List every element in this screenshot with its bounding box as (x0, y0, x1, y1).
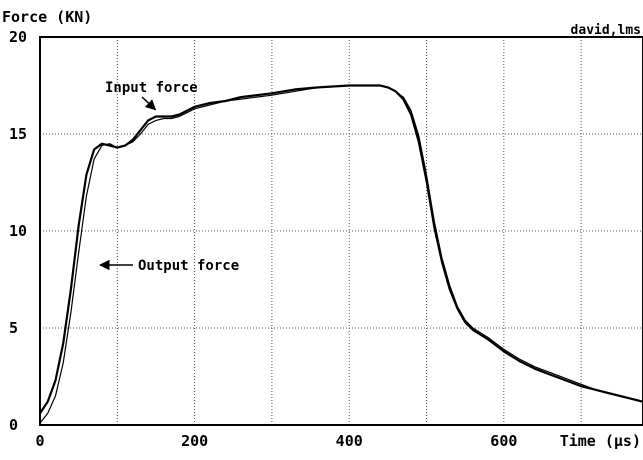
y-tick-label: 5 (9, 319, 18, 337)
y-tick-label: 10 (9, 222, 27, 240)
x-tick-label: 0 (35, 432, 44, 450)
input-force-arrow (141, 96, 157, 111)
x-tick-label: 400 (336, 432, 363, 450)
input-force-annotation: Input force (105, 80, 198, 96)
y-tick-label: 20 (9, 28, 27, 46)
y-tick-label: 15 (9, 125, 27, 143)
output-force-annotation: Output force (138, 258, 239, 274)
annotations: Input force Output force (99, 80, 239, 274)
y-tick-label: 0 (9, 416, 18, 434)
y-axis-label: Force (KN) (2, 8, 92, 26)
series-line-1 (39, 84, 643, 415)
corner-tag: david,lms (571, 23, 641, 38)
series-line-2 (39, 84, 643, 424)
x-tick-label: 600 (490, 432, 517, 450)
plot-area-frame (39, 36, 643, 426)
x-tick-label: 200 (181, 432, 208, 450)
series-lines (39, 84, 643, 424)
x-axis-label: Time (μs) (560, 432, 641, 450)
